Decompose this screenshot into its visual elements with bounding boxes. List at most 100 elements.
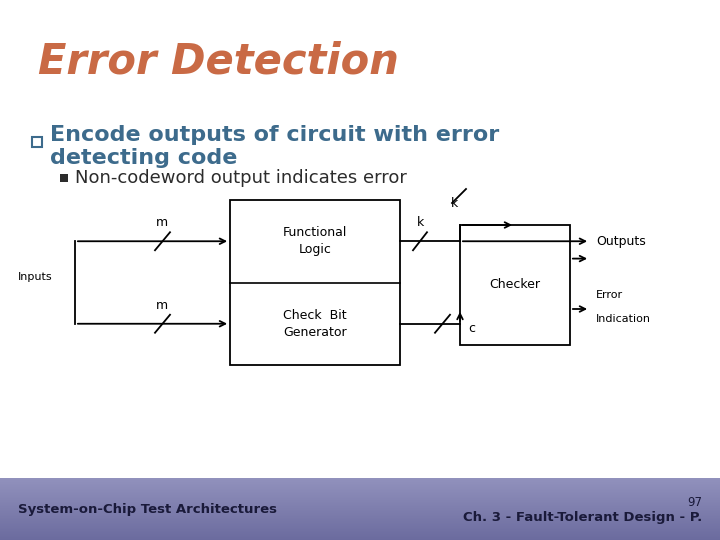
Bar [0, 487, 720, 488]
Bar [0, 481, 720, 482]
Bar [0, 516, 720, 517]
Bar [0, 538, 720, 540]
Text: Inputs: Inputs [18, 273, 53, 282]
Bar [0, 533, 720, 534]
Bar [0, 480, 720, 481]
Bar [0, 525, 720, 526]
Bar [0, 510, 720, 511]
Text: Non-codeword output indicates error: Non-codeword output indicates error [75, 169, 407, 187]
Bar [32, 137, 42, 147]
Bar [0, 528, 720, 529]
Bar [0, 483, 720, 485]
Bar [0, 515, 720, 516]
Bar [0, 524, 720, 526]
Bar [0, 535, 720, 536]
Bar [0, 482, 720, 483]
Bar [0, 503, 720, 505]
Bar [0, 487, 720, 488]
Bar [0, 483, 720, 484]
Text: 97: 97 [687, 496, 702, 509]
Bar [0, 484, 720, 485]
Bar [0, 491, 720, 492]
Bar [0, 479, 720, 480]
Text: Checker: Checker [490, 279, 541, 292]
Bar [0, 488, 720, 489]
Bar [0, 477, 720, 479]
Bar [0, 493, 720, 494]
Bar [0, 536, 720, 537]
Bar [0, 528, 720, 529]
Bar [0, 489, 720, 490]
Bar [0, 537, 720, 538]
Bar [0, 507, 720, 508]
Bar [0, 520, 720, 521]
Bar [0, 499, 720, 500]
Bar [0, 481, 720, 482]
Bar [460, 225, 570, 345]
Bar [0, 495, 720, 496]
Bar [0, 491, 720, 493]
Bar [0, 485, 720, 486]
Bar [0, 519, 720, 521]
Bar [0, 532, 720, 534]
Bar [0, 489, 720, 491]
Text: Error Detection: Error Detection [38, 40, 399, 82]
Bar [0, 485, 720, 487]
Bar [0, 529, 720, 530]
Bar [0, 534, 720, 535]
Bar [0, 527, 720, 528]
Bar [0, 500, 720, 501]
Text: m: m [156, 299, 168, 312]
Bar [0, 512, 720, 514]
Text: Indication: Indication [596, 314, 651, 324]
Bar [0, 532, 720, 533]
Bar [0, 516, 720, 517]
Text: Ch. 3 - Fault-Tolerant Design - P.: Ch. 3 - Fault-Tolerant Design - P. [463, 511, 702, 524]
Bar [0, 539, 720, 540]
Bar [0, 537, 720, 538]
Bar [0, 492, 720, 493]
Bar [0, 525, 720, 527]
Bar [0, 519, 720, 520]
Bar [0, 534, 720, 535]
Bar [0, 484, 720, 486]
Bar [0, 538, 720, 539]
Bar [0, 502, 720, 503]
Bar [0, 509, 720, 510]
Bar [0, 492, 720, 494]
Bar [0, 496, 720, 497]
Bar [0, 507, 720, 508]
Bar [0, 517, 720, 519]
Bar [0, 509, 720, 510]
Bar [0, 504, 720, 505]
Bar [0, 513, 720, 514]
Bar [0, 478, 720, 479]
Bar [60, 174, 68, 182]
Bar [0, 537, 720, 539]
Bar [0, 515, 720, 516]
Text: Functional
Logic: Functional Logic [283, 226, 347, 256]
Text: Outputs: Outputs [596, 235, 646, 248]
Bar [0, 483, 720, 484]
Bar [0, 523, 720, 524]
Bar [0, 531, 720, 533]
Bar [0, 494, 720, 495]
Bar [0, 500, 720, 501]
Text: m: m [156, 216, 168, 229]
Bar [0, 497, 720, 498]
Text: Error: Error [596, 290, 623, 300]
Bar [0, 490, 720, 491]
Bar [0, 512, 720, 513]
Bar [0, 480, 720, 481]
Bar [0, 511, 720, 513]
Bar [0, 498, 720, 500]
Bar [0, 505, 720, 506]
Bar [0, 495, 720, 496]
Text: k: k [451, 197, 458, 210]
Bar [0, 502, 720, 503]
Bar [230, 200, 400, 365]
Bar [0, 526, 720, 527]
Bar [0, 521, 720, 522]
Text: c: c [468, 322, 475, 335]
Bar [0, 529, 720, 530]
